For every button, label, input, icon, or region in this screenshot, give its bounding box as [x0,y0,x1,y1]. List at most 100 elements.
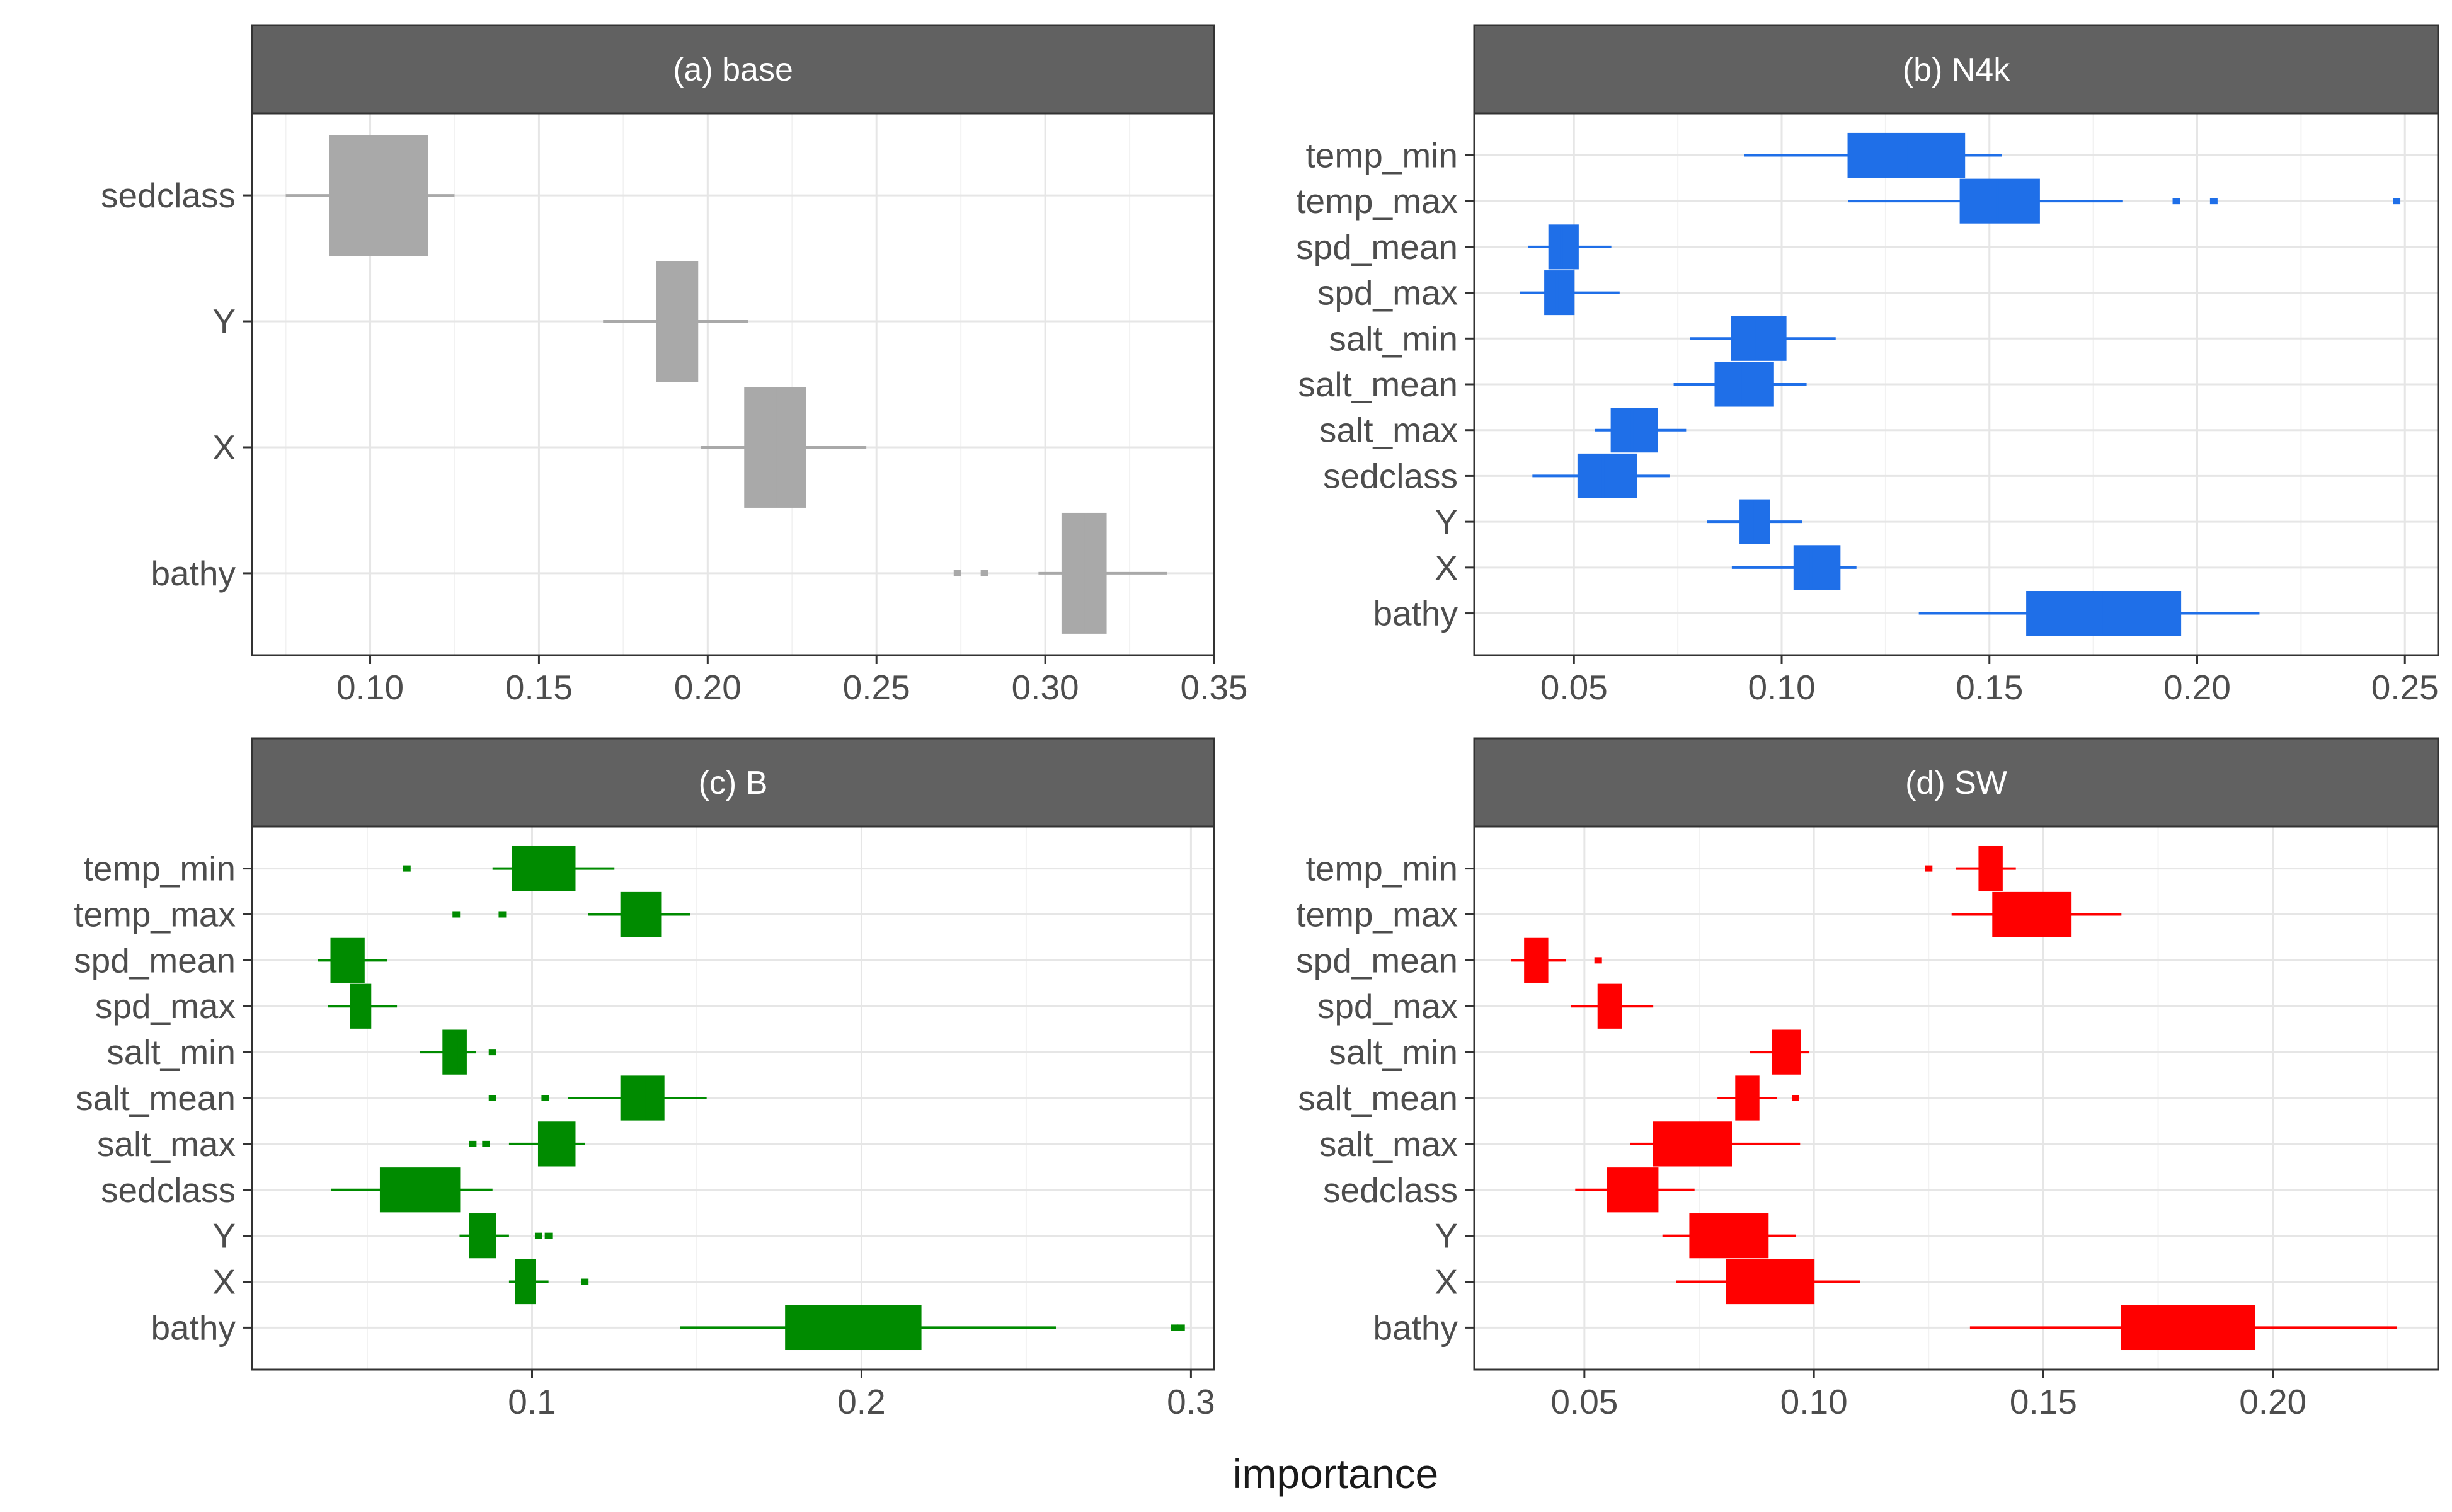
box-iqr [2121,1305,2255,1351]
x-tick-label: 0.1 [508,1382,556,1421]
box-iqr [1735,1075,1760,1121]
box-salt_max [1595,408,1687,453]
y-tick-label: spd_max [1317,273,1458,312]
box-iqr [1726,1259,1815,1305]
y-tick-label: bathy [151,554,236,593]
x-tick-label: 0.10 [1748,668,1815,707]
box-spd_max [328,983,398,1029]
outlier-point [980,570,988,576]
box-Y [459,1213,553,1259]
y-tick-label: sedclass [101,176,236,215]
x-tick-label: 0.25 [2371,668,2439,707]
x-tick-label: 0.2 [837,1382,885,1421]
box-iqr [330,937,365,983]
outlier-point [953,570,961,576]
box-iqr [512,845,576,891]
y-tick-label: bathy [151,1308,236,1347]
y-axis: temp_min temp_max spd_mean spd_max salt_mins… [1296,849,1474,1347]
box-iqr [350,983,372,1029]
y-tick-label: salt_mean [76,1079,236,1118]
panel-title: (a) base [673,52,793,88]
y-tick-label: sedclass [1323,1171,1458,1210]
outlier-point [403,865,411,872]
box-Y [1707,499,1802,544]
outlier-point [488,1095,496,1101]
y-tick-label: temp_max [1296,181,1458,220]
box-spd_mean [1528,224,1612,270]
x-tick-label: 0.15 [505,668,573,707]
box-spd_max [1520,270,1620,316]
outlier-point [452,911,461,918]
y-tick-label: Y [212,1217,236,1256]
x-tick-label: 0.30 [1012,668,1079,707]
box-temp_max [1951,891,2122,937]
y-tick-label: spd_mean [74,941,236,980]
x-tick-label: 0.3 [1167,1382,1215,1421]
y-tick-label: temp_min [1306,135,1458,175]
panel-base: (a) base 0.10 0.15 0.20 0.25 0.30 0.35 sedclass… [101,24,1248,707]
y-tick-label: temp_max [1296,895,1458,934]
box-iqr [1739,499,1770,544]
boxplots [285,135,1167,634]
gridlines [1474,113,2438,655]
y-tick-label: X [1435,1263,1458,1302]
outlier-point [1925,865,1933,872]
x-tick-label: 0.20 [674,668,742,707]
box-iqr [329,135,428,256]
x-tick-label: 0.15 [1956,668,2023,707]
box-X [508,1259,589,1305]
x-tick-label: 0.05 [1540,668,1608,707]
outlier-point [469,1140,477,1147]
box-bathy [953,512,1167,634]
box-Y [603,261,748,382]
box-bathy [680,1305,1185,1351]
y-tick-label: spd_mean [1296,227,1458,266]
x-axis: 0.05 0.10 0.15 0.20 [1550,1370,2306,1421]
outlier-point [488,1049,496,1056]
outlier-point [544,1232,553,1239]
box-iqr [537,1121,576,1167]
box-Y [1662,1213,1796,1259]
box-salt_mean [1717,1075,1799,1121]
box-iqr [469,1213,496,1259]
box-salt_max [469,1121,585,1167]
box-spd_mean [1511,937,1602,983]
box-sedclass [1575,1167,1695,1213]
outlier-point [1177,1324,1185,1331]
y-tick-label: temp_min [84,849,236,888]
box-iqr [1607,1167,1659,1213]
box-iqr [1978,845,2003,891]
panels: (a) base 0.10 0.15 0.20 0.25 0.30 0.35 sedclass… [74,24,2439,1421]
box-iqr [2026,591,2182,636]
y-tick-label: temp_max [74,895,236,934]
box-salt_mean [1673,362,1807,407]
y-tick-label: bathy [1373,1308,1458,1347]
y-tick-label: temp_min [1306,849,1458,888]
y-tick-label: salt_mean [1298,1079,1458,1118]
outlier-point [1792,1095,1799,1101]
box-salt_min [1690,316,1836,361]
x-tick-label: 0.20 [2163,668,2231,707]
box-iqr [1689,1213,1769,1259]
boxplots [1511,845,2397,1351]
box-salt_min [1750,1029,1809,1075]
box-salt_min [420,1029,496,1075]
box-spd_mean [318,937,387,983]
box-iqr [1524,937,1549,983]
y-axis: temp_min temp_max spd_mean spd_max salt_mins… [74,849,252,1347]
y-tick-label: salt_min [1329,319,1458,358]
panel-title: (c) B [699,765,768,801]
y-tick-label: spd_mean [1296,941,1458,980]
box-X [1676,1259,1860,1305]
box-iqr [1653,1121,1732,1167]
x-tick-label: 0.25 [843,668,910,707]
box-X [1731,545,1857,590]
outlier-point [2172,198,2180,205]
y-tick-label: spd_max [95,987,236,1026]
boxplots [318,845,1185,1351]
y-tick-label: sedclass [101,1171,236,1210]
y-tick-label: salt_max [97,1125,236,1164]
